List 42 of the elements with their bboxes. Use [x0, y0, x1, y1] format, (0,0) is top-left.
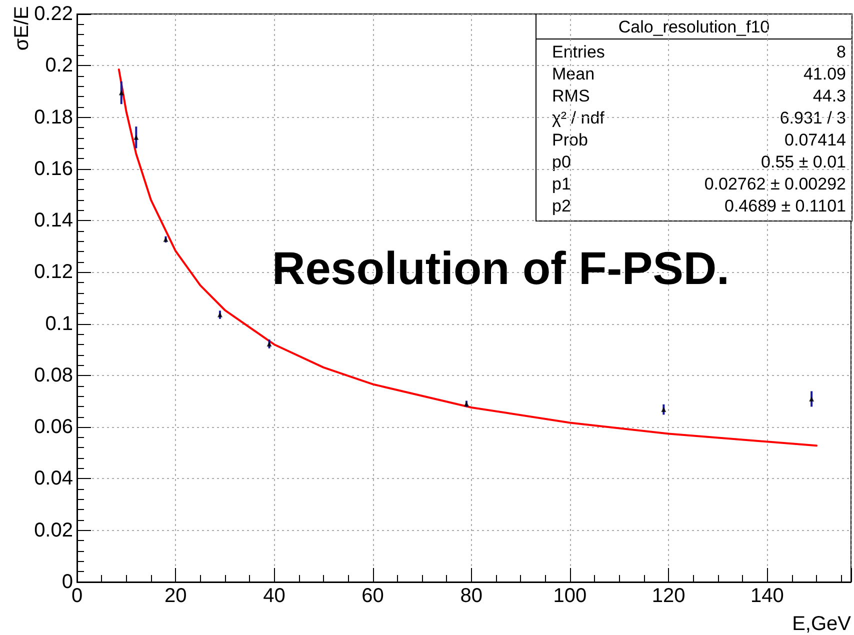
annotation: Entries [552, 42, 605, 62]
annotation: 0.4689 ± 0.1101 [724, 196, 846, 216]
y-tick-label: 0 [62, 571, 73, 593]
annotation: p0 [552, 152, 571, 172]
annotation: p1 [552, 174, 571, 194]
y-tick-label: 0.18 [34, 106, 73, 128]
y-tick-label: 0.22 [34, 3, 73, 25]
y-tick-label: 0.1 [45, 312, 73, 335]
annotation: 8 [836, 42, 846, 62]
annotation: 0.55 ± 0.01 [761, 152, 846, 172]
y-tick-label: 0.08 [34, 364, 73, 386]
annotation: p2 [552, 196, 571, 216]
x-tick-label: 140 [750, 585, 784, 607]
annotation: Mean [552, 64, 595, 84]
x-tick-label: 60 [362, 585, 384, 607]
x-axis-title: E,GeV [792, 613, 852, 635]
annotation: 6.931 / 3 [780, 108, 846, 128]
x-tick-label: 40 [263, 585, 286, 607]
annotation: Resolution of F-PSD. [272, 242, 730, 294]
point [661, 407, 666, 412]
annotation: 0.07414 [784, 130, 846, 150]
point [118, 90, 124, 96]
y-tick-label: 0.04 [34, 468, 73, 490]
y-tick-label: 0.02 [34, 519, 73, 542]
x-tick-label: 120 [652, 585, 686, 607]
point [134, 134, 139, 140]
annotation: RMS [552, 86, 590, 106]
y-tick-label: 0.06 [34, 416, 73, 438]
x-tick-label: 80 [460, 585, 483, 607]
annotation: 0.02762 ± 0.00292 [704, 174, 846, 194]
annotation: 44.3 [812, 86, 846, 106]
y-tick-label: 0.2 [45, 54, 73, 77]
y-tick-label: 0.14 [34, 210, 73, 232]
y-tick-label: 0.12 [34, 261, 73, 284]
annotation: 41.09 [803, 64, 846, 84]
y-axis-title: σE/E [11, 6, 33, 51]
point [809, 396, 814, 402]
y-tick-label: 0.16 [34, 158, 73, 180]
annotation: Calo_resolution_f10 [618, 18, 770, 36]
annotation: Prob [552, 130, 588, 150]
x-tick-label: 20 [164, 585, 187, 607]
x-tick-label: 100 [553, 585, 587, 607]
